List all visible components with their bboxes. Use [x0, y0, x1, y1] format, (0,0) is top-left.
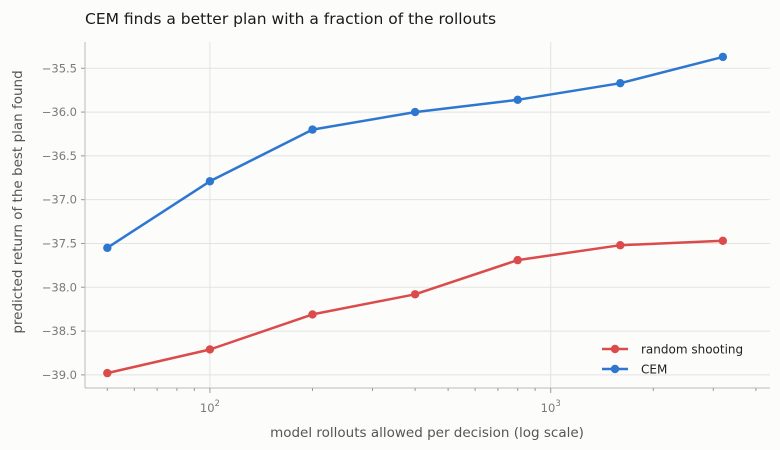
data-point: [308, 310, 317, 319]
series: [103, 52, 728, 378]
data-point: [410, 290, 420, 299]
y-tick-label: −39.0: [42, 368, 77, 382]
chart-title: CEM finds a better plan with a fraction …: [85, 10, 496, 28]
data-point: [410, 107, 420, 117]
data-point: [205, 177, 215, 186]
data-point: [616, 241, 625, 250]
y-tick-label: −35.5: [42, 61, 77, 75]
data-point: [513, 255, 522, 265]
legend-label: random shooting: [641, 343, 743, 357]
x-tick-label: 102: [200, 399, 220, 415]
data-point: [103, 368, 112, 378]
data-point: [718, 52, 728, 62]
data-point: [205, 345, 215, 354]
data-point: [616, 78, 625, 88]
series-line-1: [106, 55, 725, 250]
y-tick-label: −38.5: [42, 324, 77, 338]
y-tick-label: −38.0: [42, 280, 77, 294]
y-tick-label: −37.5: [42, 236, 77, 250]
x-tick-label: 103: [541, 399, 561, 415]
data-point: [718, 236, 728, 246]
series-line-0: [106, 239, 725, 375]
data-point: [513, 95, 522, 105]
legend: random shooting CEM: [602, 343, 743, 377]
x-axis-label: model rollouts allowed per decision (log…: [270, 425, 584, 441]
legend-label: CEM: [641, 363, 667, 377]
y-tick-label: −36.0: [42, 105, 77, 119]
y-tick-label: −37.0: [42, 193, 77, 207]
y-tick-label: −36.5: [42, 149, 77, 163]
data-point: [308, 125, 317, 134]
axes: −39.0 −38.5 −38.0 −37.5 −37.0 −36.5 −36.0 −35.5…: [42, 42, 770, 415]
grid: [85, 42, 770, 388]
y-axis-label: predicted return of the best plan found: [10, 70, 26, 333]
data-point: [103, 243, 112, 253]
legend-swatch-marker: [610, 344, 620, 354]
legend-swatch-marker: [610, 364, 620, 374]
